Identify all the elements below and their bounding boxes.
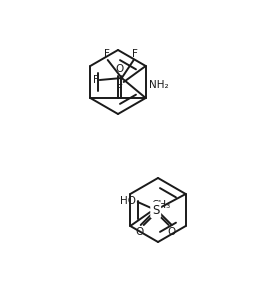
Text: S: S — [152, 204, 159, 217]
Text: F: F — [117, 84, 123, 94]
Text: NH₂: NH₂ — [149, 80, 169, 90]
Text: HO: HO — [120, 196, 136, 206]
Text: O: O — [168, 227, 176, 237]
Text: O: O — [136, 227, 144, 237]
Text: F: F — [104, 49, 110, 59]
Text: O: O — [115, 64, 123, 74]
Text: F: F — [93, 75, 99, 85]
Text: F: F — [132, 49, 138, 59]
Text: CH₃: CH₃ — [151, 200, 171, 210]
